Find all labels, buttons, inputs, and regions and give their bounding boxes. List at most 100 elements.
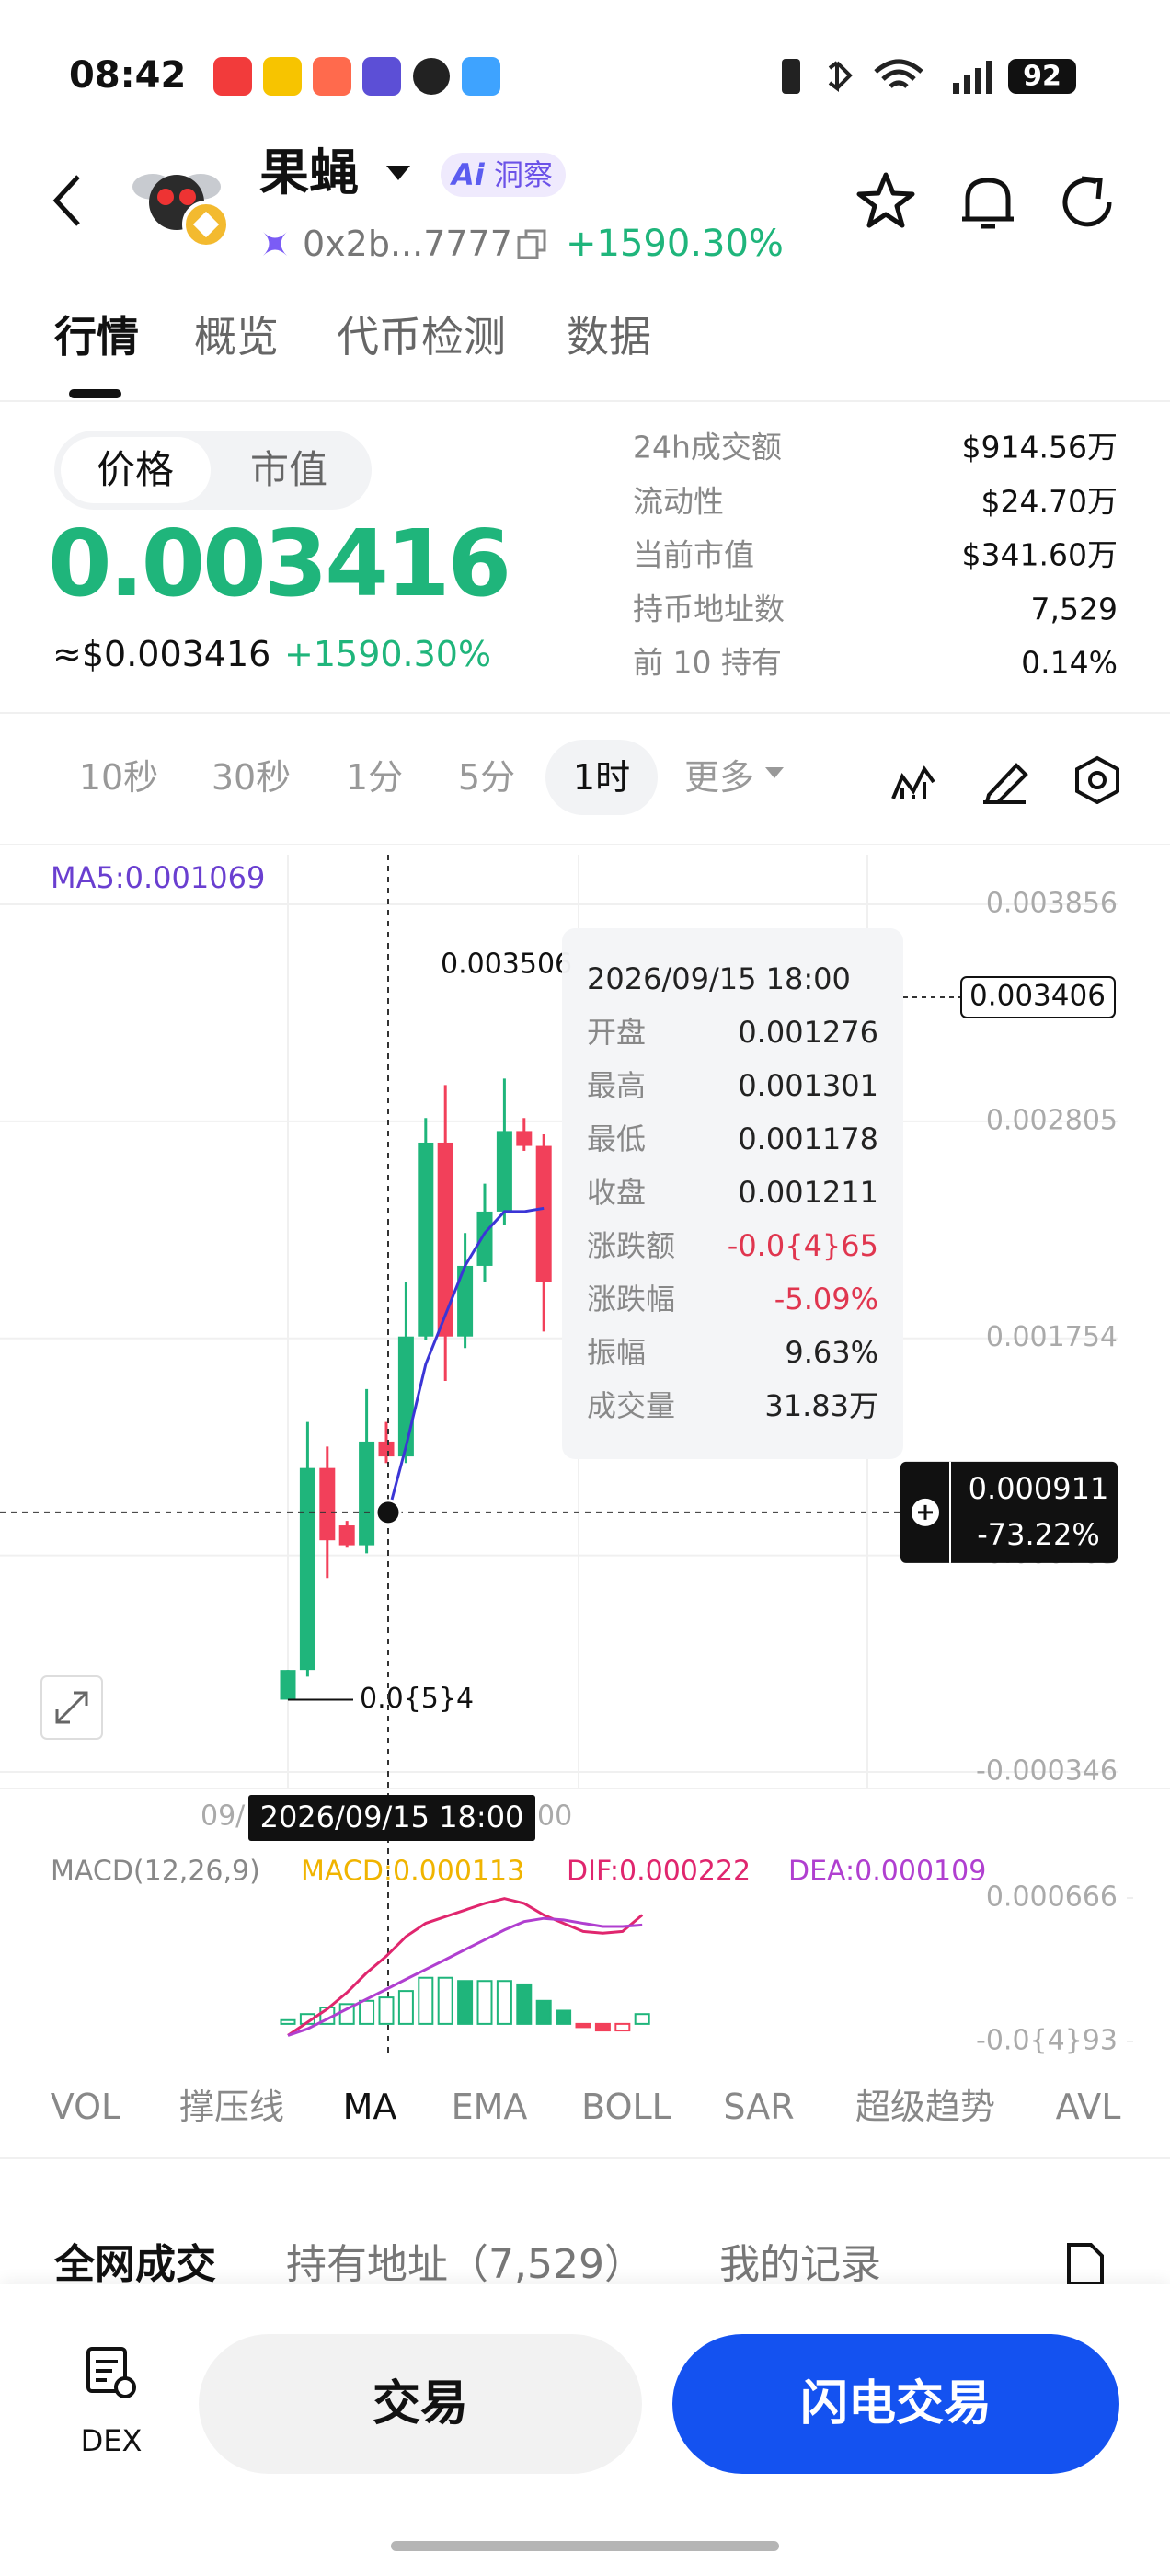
timeframe[interactable]: 更多 (683, 757, 755, 798)
flash-trade-label[interactable]: 闪电交易 (799, 2376, 992, 2432)
tab[interactable]: 数据 (567, 312, 651, 362)
bottom-tab[interactable]: 全网成交 (54, 2241, 216, 2288)
stat-label: 流动性 (633, 483, 724, 519)
ai-badge[interactable]: Ai 洞察 (441, 153, 566, 197)
toggle-option[interactable]: 市值 (249, 447, 328, 492)
divider (0, 2157, 1170, 2159)
timeframe[interactable]: 10秒 (78, 757, 159, 798)
timeframe-active-bg (545, 740, 658, 815)
header-actions[interactable] (855, 171, 1122, 232)
macd-bar (280, 2018, 296, 2025)
stat-value: $341.60万 (961, 536, 1118, 573)
y-tick-label: 0.002805 (986, 1104, 1118, 1136)
tooltip-label: 开盘 (587, 1015, 646, 1050)
tab[interactable]: 概览 (194, 312, 279, 362)
home-indicator (391, 2541, 779, 2551)
candle-body (319, 1467, 336, 1541)
battery: 92 (1023, 61, 1061, 93)
macd-y-label: 0.000666 (986, 1881, 1118, 1914)
dex-label[interactable]: DEX (80, 2423, 143, 2458)
macd-bar (516, 1983, 533, 2025)
status-app-icons (213, 57, 500, 96)
indicator-tab[interactable]: 撑压线 (178, 2087, 285, 2127)
tooltip-value: 0.001301 (738, 1068, 878, 1103)
tooltip-value: 31.83万 (764, 1388, 878, 1423)
last-price-label: 0.003406 (969, 979, 1106, 1012)
crosshair-change: -73.22% (977, 1517, 1100, 1552)
stat-label: 当前市值 (633, 536, 754, 573)
candle-body (457, 1265, 474, 1337)
filter-icon[interactable] (1065, 2241, 1106, 2287)
last-price-box (960, 975, 1116, 1018)
macd-bar (535, 1999, 552, 2025)
flash-trade-button[interactable]: 闪电交易 (672, 2334, 1119, 2474)
toggle-option[interactable]: 价格 (96, 447, 175, 492)
indicator-tab[interactable]: SAR (723, 2087, 795, 2127)
bottom-tab[interactable]: 持有地址（7,529） (286, 2241, 645, 2288)
chart-tools[interactable] (888, 754, 1122, 804)
tooltip-value: 0.001276 (738, 1015, 878, 1050)
macd-legend: DIF:0.000222 (567, 1856, 751, 1888)
macd-bar (634, 2013, 650, 2025)
tooltip (562, 928, 903, 1459)
token-title: 果蝇 (259, 144, 359, 201)
timeframe[interactable]: 30秒 (211, 757, 292, 798)
chart: 0.0038560.0028050.0017540.000703-0.00034… (0, 855, 1170, 2057)
tooltip-value: -5.09% (774, 1282, 878, 1317)
header-change: +1590.30% (566, 223, 784, 265)
x-tick-label: 00 (537, 1800, 572, 1833)
candle-body (516, 1131, 533, 1146)
tooltip-label: 收盘 (587, 1175, 646, 1210)
y-tick-label: 0.003856 (986, 888, 1118, 920)
back-button[interactable] (51, 173, 87, 228)
candle-body (535, 1145, 552, 1282)
tab[interactable]: 代币检测 (337, 312, 506, 362)
macd-bar (496, 1980, 512, 2025)
bottom-tab[interactable]: 我的记录 (719, 2241, 881, 2288)
crosshair-box (900, 1461, 1118, 1563)
candle-body (397, 1336, 414, 1457)
ai-badge-icon: Ai (452, 157, 485, 192)
macd-bar (378, 1996, 395, 2025)
indicator-tab[interactable]: AVL (1055, 2087, 1121, 2127)
macd-line (287, 1916, 643, 2037)
indicator-tab[interactable]: BOLL (581, 2087, 671, 2127)
low-label: 0.0{5}4 (360, 1683, 474, 1715)
y-tick-label: 0.001754 (986, 1321, 1118, 1353)
more-caret[interactable] (763, 765, 786, 780)
add-alert-plus (918, 1504, 933, 1520)
macd-bar (437, 1976, 453, 2025)
bottom-bar: DEX 交易 闪电交易 (0, 2284, 1170, 2576)
price-value: 0.003416 (48, 510, 511, 617)
price-toggle[interactable]: 价格 市值 (54, 431, 372, 510)
tab[interactable]: 行情 (54, 312, 139, 362)
copy-button[interactable] (517, 228, 546, 259)
ai-badge-text: 洞察 (494, 157, 554, 192)
title-caret[interactable] (384, 164, 412, 184)
trade-label[interactable]: 交易 (372, 2376, 469, 2432)
macd-bar (594, 2022, 611, 2032)
macd-legend: DEA:0.000109 (788, 1856, 986, 1888)
tooltip-label: 最低 (587, 1121, 646, 1156)
crosshair-time-box (248, 1795, 535, 1841)
candle-body (378, 1441, 395, 1457)
stat-value: 0.14% (1021, 644, 1118, 681)
macd-legend: MACD:0.000113 (301, 1856, 524, 1888)
token-avatar (132, 174, 230, 248)
indicator-tab[interactable]: 超级趋势 (855, 2087, 996, 2127)
indicator-tab[interactable]: VOL (50, 2087, 121, 2127)
indicator-tab[interactable]: MA (342, 2087, 397, 2127)
timeframe[interactable]: 1时 (572, 757, 631, 798)
tooltip-label: 成交量 (587, 1388, 675, 1423)
tooltip-value: 9.63% (785, 1335, 878, 1370)
chain-icon (263, 232, 287, 256)
dex-icon[interactable] (85, 2345, 138, 2400)
tooltip-label: 涨跌额 (587, 1228, 675, 1263)
timeframe[interactable]: 5分 (457, 757, 516, 798)
timeframe[interactable]: 1分 (345, 757, 404, 798)
stat-label: 24h成交额 (633, 429, 782, 466)
indicator-tab[interactable]: EMA (451, 2087, 528, 2127)
tooltip-value: 0.001178 (738, 1121, 878, 1156)
divider (0, 712, 1170, 714)
trade-button[interactable]: 交易 (199, 2334, 642, 2474)
